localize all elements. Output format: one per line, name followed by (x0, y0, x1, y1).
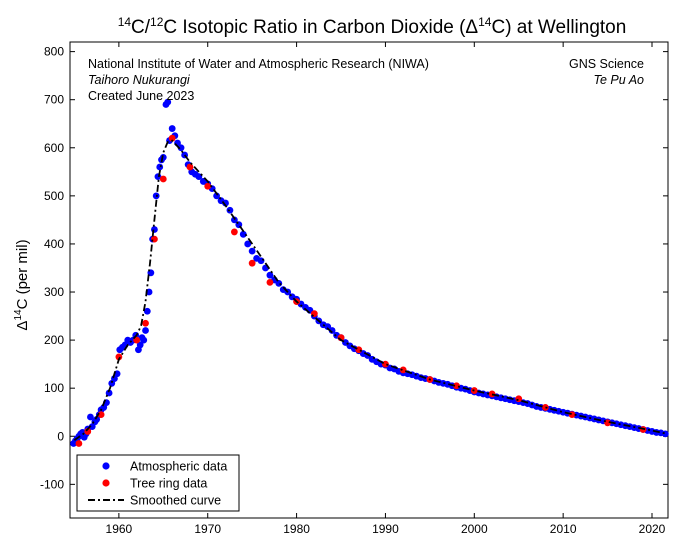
x-tick-label: 2020 (639, 522, 666, 536)
annotation-niwa: National Institute of Water and Atmosphe… (88, 57, 429, 71)
tree-ring-point (230, 228, 238, 236)
x-tick-label: 2010 (550, 522, 577, 536)
tree-ring-point (204, 182, 212, 190)
title-sup1: 14 (118, 15, 132, 29)
smoothed-curve-line (73, 139, 666, 441)
legend: Atmospheric data Tree ring data Smoothed… (76, 454, 240, 512)
atmospheric-point (239, 230, 247, 238)
data-series (70, 98, 669, 447)
title-sup3: 14 (478, 15, 492, 29)
tree-ring-point (248, 259, 256, 267)
x-tick-label: 1970 (194, 522, 221, 536)
y-tick-label: -100 (40, 477, 64, 491)
atmospheric-point (248, 247, 256, 255)
atmospheric-point (140, 336, 148, 344)
atmospheric-point (213, 192, 221, 200)
legend-label-smoothed: Smoothed curve (130, 494, 221, 508)
title-part1: C/ (131, 17, 151, 38)
y-tick-label: 800 (44, 45, 64, 59)
tree-ring-point (115, 353, 123, 361)
y-tick-label: 400 (44, 237, 64, 251)
annotation-created: Created June 2023 (88, 89, 194, 103)
y-tick-label: 300 (44, 285, 64, 299)
atmospheric-point (328, 327, 336, 334)
y-tick-label: 100 (44, 381, 64, 395)
legend-marker-tree-ring (102, 479, 110, 487)
atmospheric-point (156, 163, 164, 171)
tree-ring-point (541, 404, 549, 411)
atmospheric-point (222, 199, 229, 207)
atmospheric-point (151, 226, 158, 233)
atmospheric-point (136, 341, 144, 349)
atmospheric-point (275, 279, 283, 287)
atmospheric-point (105, 389, 113, 397)
x-tick-label: 1990 (372, 522, 399, 536)
atmospheric-point (87, 413, 94, 421)
tree-ring-point (355, 346, 363, 354)
atmospheric-point (177, 144, 185, 152)
title-part3: C) at Wellington (491, 17, 626, 38)
y-axis-label: Δ14C (per mil) (13, 239, 31, 330)
tree-ring-point (568, 411, 576, 419)
x-tick-label: 1980 (283, 522, 310, 536)
atmospheric-point (324, 323, 332, 331)
atmospheric-point (143, 307, 151, 315)
y-tick-label: 0 (57, 429, 64, 443)
atmospheric-point (168, 125, 176, 132)
atmospheric-point (257, 257, 265, 265)
atmospheric-point (244, 240, 252, 248)
tree-ring-point (515, 395, 523, 403)
y-tick-label: 500 (44, 189, 64, 203)
axis-ticks: -100 0 100 200 300 400 500 600 700 800 1960 1970 198… (40, 42, 668, 536)
legend-label-tree-ring: Tree ring data (130, 477, 207, 491)
tree-ring-point (97, 411, 105, 419)
atmospheric-point (142, 327, 149, 334)
tree-ring-point (186, 163, 194, 171)
tree-ring-point (266, 279, 274, 286)
tree-ring-point (75, 440, 83, 447)
atmospheric-point (226, 206, 234, 214)
legend-marker-atmospheric (102, 462, 110, 470)
x-tick-label: 1960 (106, 522, 133, 536)
ylabel-rest: C (per mil) (14, 239, 31, 309)
atmospheric-point (230, 216, 238, 224)
ylabel-delta: Δ (14, 321, 31, 331)
y-tick-label: 700 (44, 93, 64, 107)
annotation-taihoro: Taihoro Nukurangi (88, 73, 191, 87)
tree-ring-point (488, 390, 496, 398)
plot-frame (69, 41, 669, 519)
tree-ring-point (399, 366, 407, 374)
atmospheric-point (266, 271, 274, 279)
tree-ring-point (142, 319, 149, 327)
chart-title: 14C/12C Isotopic Ratio in Carbon Dioxide… (118, 15, 627, 38)
annotation-tepuao: Te Pu Ao (593, 73, 644, 87)
legend-label-atmospheric: Atmospheric data (130, 460, 227, 474)
y-tick-label: 200 (44, 333, 64, 347)
ylabel-sup: 14 (13, 309, 24, 321)
tree-ring-point (168, 134, 176, 142)
annotation-gns: GNS Science (569, 57, 644, 71)
tree-ring-point (159, 175, 167, 183)
atmospheric-point (164, 98, 172, 106)
y-tick-label: 600 (44, 141, 64, 155)
atmospheric-point (661, 430, 669, 438)
title-sup2: 12 (150, 15, 164, 29)
x-tick-label: 2000 (461, 522, 488, 536)
title-part2: C Isotopic Ratio in Carbon Dioxide (Δ (163, 17, 478, 38)
